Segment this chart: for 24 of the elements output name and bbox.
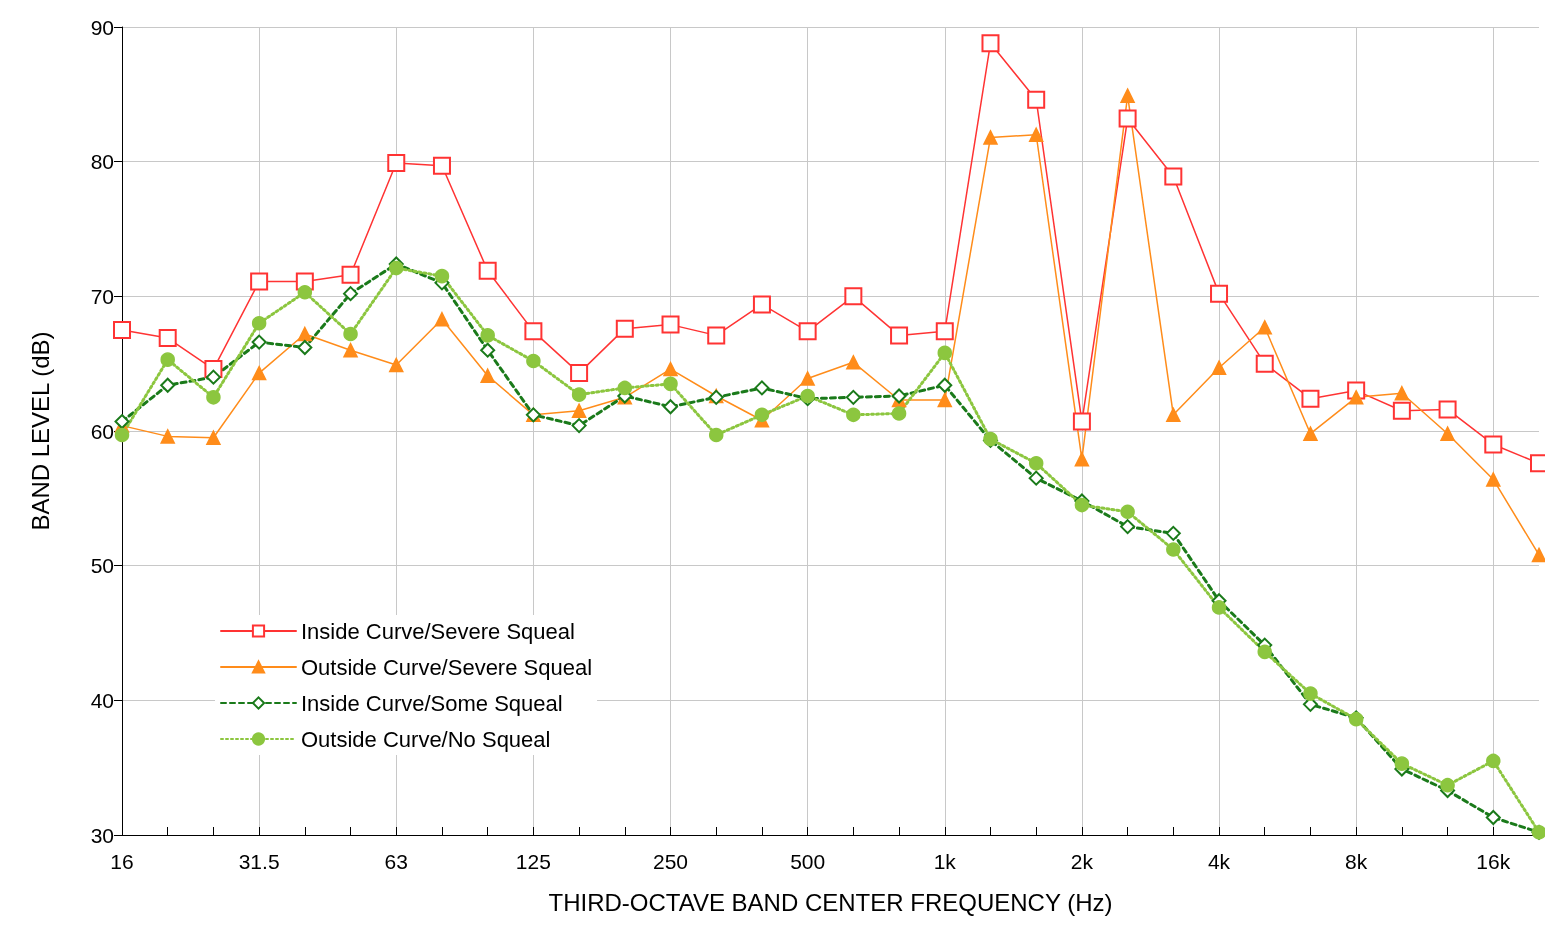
y-tick-label: 30 — [90, 823, 114, 847]
x-axis-title: THIRD-OCTAVE BAND CENTER FREQUENCY (Hz) — [548, 888, 1113, 916]
y-tick-label: 60 — [90, 419, 114, 443]
x-tick-label: 31.5 — [238, 850, 280, 873]
y-axis-title: BAND LEVEL (dB) — [26, 331, 54, 531]
x-tick-label: 63 — [384, 850, 408, 873]
legend-label: Outside Curve/No Squeal — [301, 726, 551, 752]
legend-label: Outside Curve/Severe Squeal — [301, 654, 593, 680]
x-tick-label: 2k — [1070, 850, 1094, 873]
y-tick-label: 80 — [90, 150, 114, 174]
y-tick-label: 90 — [90, 15, 114, 39]
x-tick-label: 16k — [1476, 850, 1511, 873]
x-tick-label: 8k — [1345, 850, 1368, 873]
x-tick-label: 250 — [652, 850, 689, 873]
y-tick-label: 70 — [90, 284, 114, 308]
x-tick-label: 1k — [933, 850, 957, 873]
legend-label: Inside Curve/Severe Squeal — [301, 618, 575, 644]
y-tick-label: 40 — [90, 688, 114, 712]
y-tick-label: 50 — [90, 554, 114, 578]
x-tick-label: 4k — [1207, 850, 1231, 873]
x-tick-label: 500 — [790, 850, 826, 873]
x-tick-label: 16 — [110, 850, 134, 873]
legend-label: Inside Curve/Some Squeal — [301, 690, 563, 716]
x-tick-label: 125 — [515, 850, 551, 873]
